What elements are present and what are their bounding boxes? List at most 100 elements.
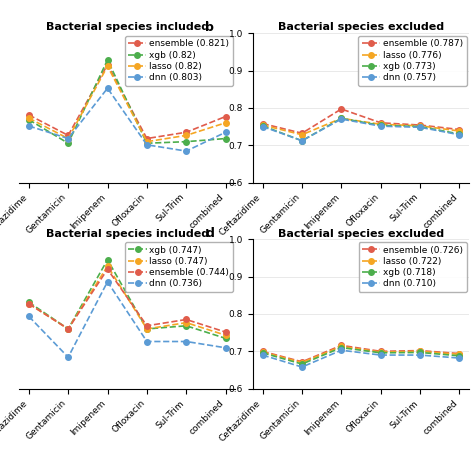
Line: ensemble (0.726): ensemble (0.726) bbox=[260, 343, 462, 365]
ensemble (0.787) bbox=[456, 127, 462, 132]
dnn (0.803) bbox=[183, 148, 189, 154]
dnn (0.803) bbox=[144, 142, 150, 148]
xgb (0.747) bbox=[65, 326, 71, 332]
xgb (0.82) bbox=[105, 57, 110, 63]
Line: dnn (0.757): dnn (0.757) bbox=[260, 116, 462, 144]
xgb (0.718) bbox=[260, 350, 265, 356]
dnn (0.757) bbox=[260, 124, 265, 129]
lasso (0.82) bbox=[105, 64, 110, 69]
xgb (0.718) bbox=[338, 345, 344, 350]
dnn (0.803) bbox=[65, 136, 71, 141]
dnn (0.757) bbox=[378, 123, 383, 129]
lasso (0.747) bbox=[144, 326, 150, 332]
ensemble (0.787) bbox=[260, 121, 265, 127]
dnn (0.710) bbox=[260, 352, 265, 358]
lasso (0.747) bbox=[105, 263, 110, 269]
xgb (0.82) bbox=[26, 117, 32, 122]
lasso (0.776) bbox=[456, 128, 462, 134]
dnn (0.803) bbox=[223, 129, 228, 135]
lasso (0.776) bbox=[417, 123, 423, 128]
lasso (0.722) bbox=[456, 352, 462, 357]
Line: xgb (0.747): xgb (0.747) bbox=[26, 257, 228, 341]
lasso (0.82) bbox=[223, 120, 228, 126]
dnn (0.757) bbox=[417, 125, 423, 130]
dnn (0.736) bbox=[105, 279, 110, 284]
ensemble (0.744) bbox=[105, 266, 110, 272]
xgb (0.747) bbox=[183, 323, 189, 328]
dnn (0.736) bbox=[144, 338, 150, 344]
ensemble (0.744) bbox=[144, 323, 150, 328]
ensemble (0.744) bbox=[183, 317, 189, 322]
ensemble (0.821) bbox=[223, 114, 228, 119]
lasso (0.82) bbox=[65, 136, 71, 141]
dnn (0.710) bbox=[338, 347, 344, 353]
Text: b: b bbox=[205, 21, 214, 34]
ensemble (0.787) bbox=[338, 106, 344, 112]
xgb (0.773) bbox=[260, 123, 265, 128]
xgb (0.82) bbox=[65, 140, 71, 146]
ensemble (0.744) bbox=[26, 301, 32, 307]
Line: xgb (0.718): xgb (0.718) bbox=[260, 345, 462, 367]
xgb (0.747) bbox=[105, 257, 110, 263]
ensemble (0.821) bbox=[183, 129, 189, 135]
Line: xgb (0.82): xgb (0.82) bbox=[26, 57, 228, 146]
xgb (0.82) bbox=[223, 136, 228, 141]
Legend: ensemble (0.787), lasso (0.776), xgb (0.773), dnn (0.757): ensemble (0.787), lasso (0.776), xgb (0.… bbox=[358, 36, 466, 86]
dnn (0.736) bbox=[26, 313, 32, 319]
Legend: xgb (0.747), lasso (0.747), ensemble (0.744), dnn (0.736): xgb (0.747), lasso (0.747), ensemble (0.… bbox=[125, 242, 233, 292]
Line: dnn (0.710): dnn (0.710) bbox=[260, 347, 462, 370]
dnn (0.710) bbox=[299, 364, 305, 370]
ensemble (0.744) bbox=[223, 329, 228, 335]
xgb (0.747) bbox=[223, 336, 228, 341]
lasso (0.747) bbox=[183, 320, 189, 326]
lasso (0.776) bbox=[378, 121, 383, 127]
lasso (0.82) bbox=[26, 115, 32, 121]
ensemble (0.821) bbox=[65, 133, 71, 138]
xgb (0.747) bbox=[26, 300, 32, 305]
Line: xgb (0.773): xgb (0.773) bbox=[260, 116, 462, 144]
ensemble (0.821) bbox=[26, 112, 32, 118]
xgb (0.773) bbox=[338, 116, 344, 121]
xgb (0.82) bbox=[183, 139, 189, 145]
dnn (0.757) bbox=[456, 132, 462, 137]
ensemble (0.726) bbox=[299, 359, 305, 365]
dnn (0.803) bbox=[105, 85, 110, 91]
Line: lasso (0.722): lasso (0.722) bbox=[260, 344, 462, 365]
xgb (0.773) bbox=[417, 124, 423, 129]
xgb (0.773) bbox=[378, 123, 383, 128]
lasso (0.776) bbox=[338, 116, 344, 121]
xgb (0.747) bbox=[144, 326, 150, 332]
lasso (0.776) bbox=[299, 132, 305, 137]
dnn (0.710) bbox=[378, 352, 383, 358]
Line: lasso (0.776): lasso (0.776) bbox=[260, 116, 462, 137]
lasso (0.747) bbox=[223, 332, 228, 338]
Line: ensemble (0.787): ensemble (0.787) bbox=[260, 106, 462, 136]
xgb (0.773) bbox=[456, 131, 462, 137]
dnn (0.736) bbox=[65, 355, 71, 360]
Line: dnn (0.803): dnn (0.803) bbox=[26, 85, 228, 154]
Legend: ensemble (0.821), xgb (0.82), lasso (0.82), dnn (0.803): ensemble (0.821), xgb (0.82), lasso (0.8… bbox=[125, 36, 233, 86]
Line: lasso (0.82): lasso (0.82) bbox=[26, 64, 228, 145]
Title: Bacterial species included: Bacterial species included bbox=[46, 22, 209, 32]
lasso (0.747) bbox=[65, 326, 71, 332]
xgb (0.718) bbox=[378, 350, 383, 356]
ensemble (0.726) bbox=[260, 348, 265, 354]
dnn (0.710) bbox=[456, 355, 462, 361]
Title: Bacterial species included: Bacterial species included bbox=[46, 228, 209, 238]
ensemble (0.726) bbox=[417, 348, 423, 354]
ensemble (0.744) bbox=[65, 326, 71, 332]
lasso (0.722) bbox=[260, 349, 265, 355]
Line: dnn (0.736): dnn (0.736) bbox=[26, 279, 228, 360]
ensemble (0.726) bbox=[378, 348, 383, 354]
ensemble (0.787) bbox=[299, 130, 305, 136]
ensemble (0.726) bbox=[338, 343, 344, 348]
dnn (0.710) bbox=[417, 352, 423, 358]
Line: lasso (0.747): lasso (0.747) bbox=[26, 263, 228, 338]
ensemble (0.821) bbox=[144, 136, 150, 141]
lasso (0.722) bbox=[338, 344, 344, 349]
lasso (0.722) bbox=[299, 360, 305, 365]
Line: ensemble (0.821): ensemble (0.821) bbox=[26, 62, 228, 141]
Text: d: d bbox=[205, 228, 214, 240]
dnn (0.736) bbox=[223, 345, 228, 351]
lasso (0.776) bbox=[260, 122, 265, 128]
